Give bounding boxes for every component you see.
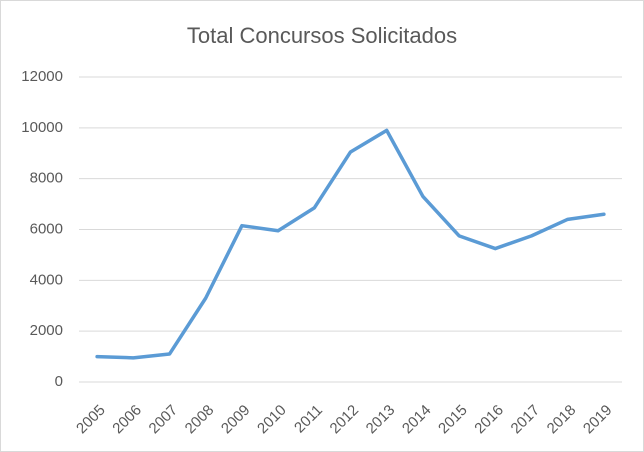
y-tick-label: 6000 <box>30 220 63 237</box>
y-tick-label: 0 <box>55 373 63 390</box>
y-tick-label: 12000 <box>21 68 63 85</box>
chart-title: Total Concursos Solicitados <box>187 23 457 48</box>
y-tick-label: 8000 <box>30 170 63 187</box>
line <box>95 128 606 360</box>
y-tick-label: 2000 <box>30 322 63 339</box>
y-tick-label: 4000 <box>30 271 63 288</box>
y-tick-label: 10000 <box>21 119 63 136</box>
